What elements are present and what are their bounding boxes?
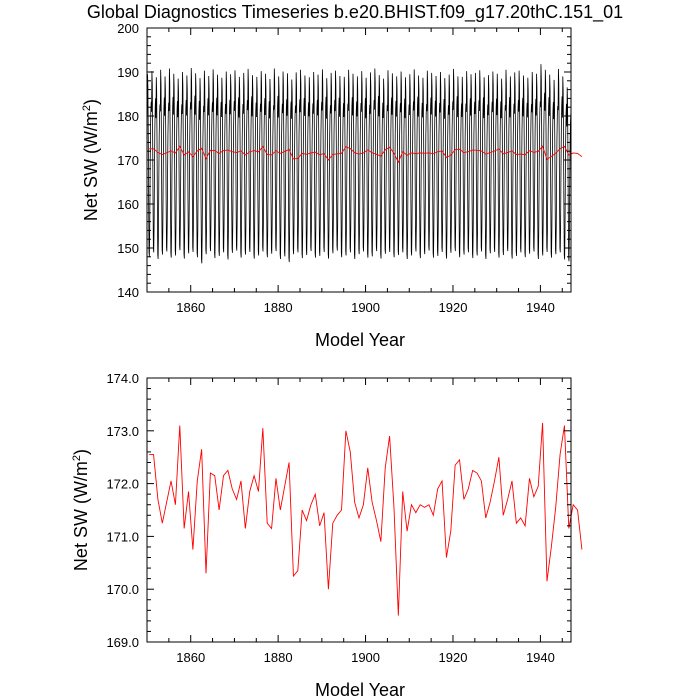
y-tick-label: 170.0 xyxy=(106,582,139,597)
x-tick-label: 1860 xyxy=(176,650,205,665)
bottom-x-ticks: 1860 1880 1900 1920 1940 xyxy=(146,378,563,665)
x-tick-label: 1880 xyxy=(264,650,293,665)
y-tick-label: 171.0 xyxy=(106,529,139,544)
bottom-y-ticks: 169.0 170.0 171.0 172.0 173.0 174.0 xyxy=(106,371,571,650)
x-tick-label: 1880 xyxy=(264,300,293,315)
monthly-line xyxy=(146,64,572,264)
x-tick-label: 1940 xyxy=(526,650,555,665)
x-tick-label: 1920 xyxy=(439,300,468,315)
y-tick-label: 169.0 xyxy=(106,635,139,650)
y-tick-label: 180 xyxy=(117,109,139,124)
top-y-ticks: 140 150 160 170 180 190 200 xyxy=(117,21,571,300)
y-tick-label: 170 xyxy=(117,153,139,168)
annual-mean-line xyxy=(149,145,583,164)
y-tick-label: 174.0 xyxy=(106,371,139,386)
top-annual-series xyxy=(149,145,583,164)
x-tick-label: 1860 xyxy=(176,300,205,315)
y-tick-label: 150 xyxy=(117,241,139,256)
y-tick-label: 200 xyxy=(117,21,139,36)
bottom-y-axis-label: Net SW (W/m2) xyxy=(71,449,91,571)
y-tick-label: 190 xyxy=(117,65,139,80)
bottom-x-axis-label: Model Year xyxy=(315,680,405,700)
y-tick-label: 140 xyxy=(117,285,139,300)
top-panel: 1860 1880 1900 1920 1940 140 150 160 170 180 190 2… xyxy=(81,21,583,350)
x-tick-label: 1900 xyxy=(351,300,380,315)
y-tick-label: 173.0 xyxy=(106,424,139,439)
y-tick-label: 160 xyxy=(117,197,139,212)
top-y-axis-label: Net SW (W/m2) xyxy=(81,99,101,221)
top-x-ticks: 1860 1880 1900 1920 1940 xyxy=(146,28,563,315)
top-x-axis-label: Model Year xyxy=(315,330,405,350)
top-monthly-series xyxy=(146,64,572,264)
figure-title: Global Diagnostics Timeseries b.e20.BHIS… xyxy=(87,2,623,23)
bottom-plot-frame xyxy=(146,377,572,643)
x-tick-label: 1940 xyxy=(526,300,555,315)
annual-mean-line xyxy=(149,422,583,616)
x-tick-label: 1920 xyxy=(439,650,468,665)
x-tick-label: 1900 xyxy=(351,650,380,665)
bottom-panel: 1860 1880 1900 1920 1940 169.0 170.0 171.0 172.… xyxy=(71,371,583,700)
bottom-annual-series xyxy=(149,422,583,616)
y-tick-label: 172.0 xyxy=(106,477,139,492)
